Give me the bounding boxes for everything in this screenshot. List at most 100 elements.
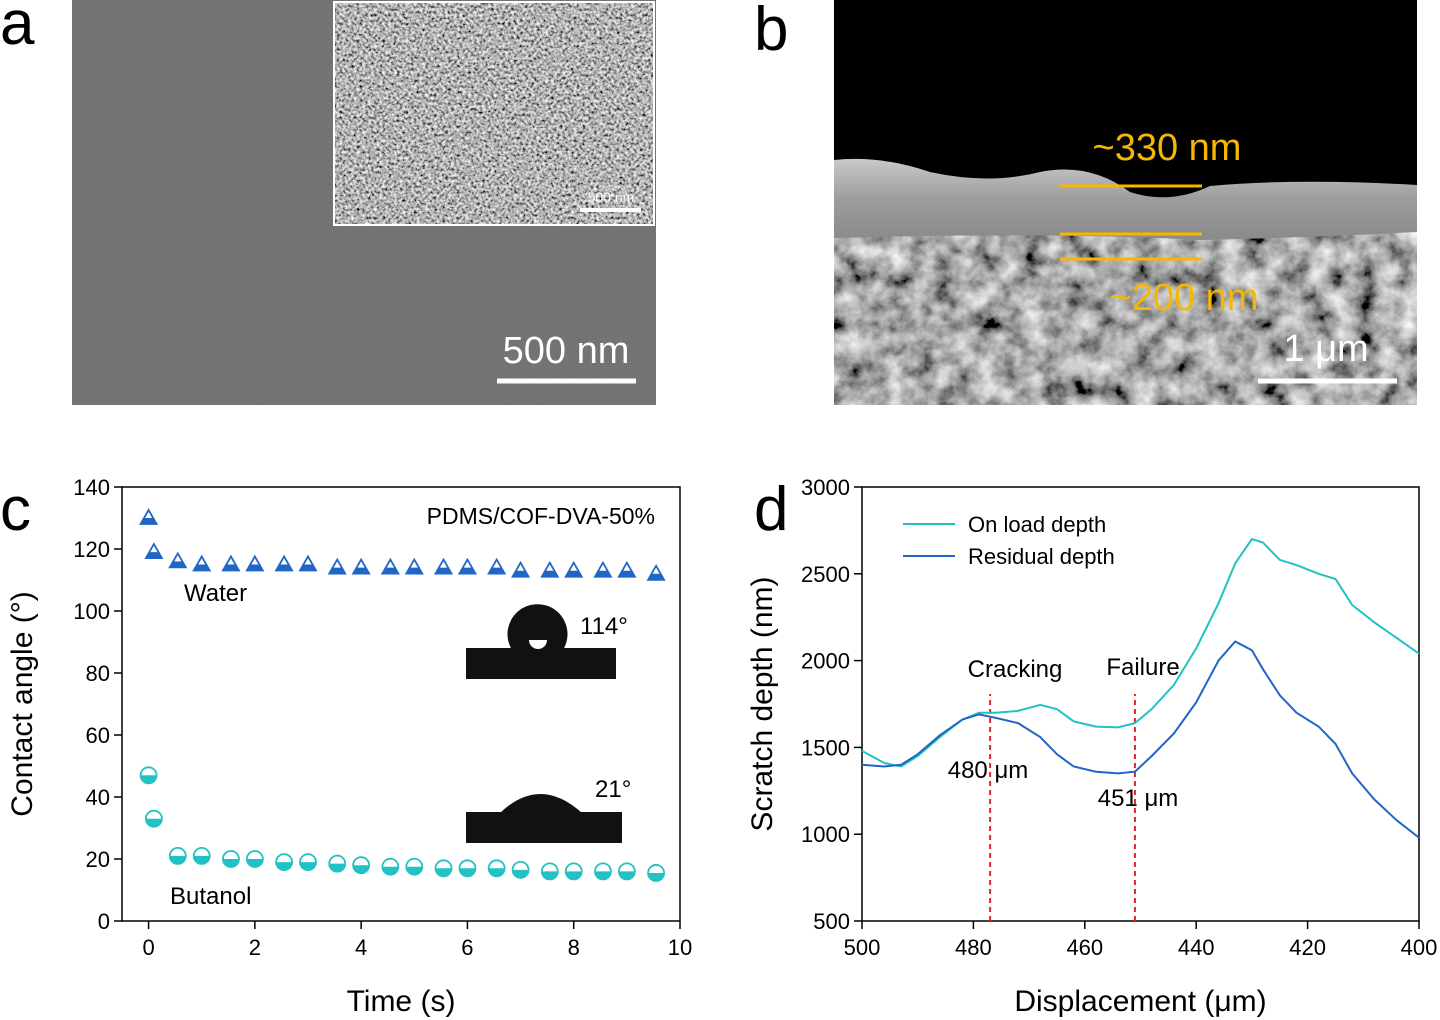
chart: 500 1000 1500 2000 2500 3000 500 480 460 440 420 40…	[746, 475, 1437, 1018]
inset-scale-label: 500 nm	[588, 189, 635, 205]
marker-outline	[139, 766, 158, 785]
marker-outline	[351, 557, 371, 575]
annotation: PDMS/COF-DVA-50%	[427, 503, 655, 529]
data-point	[564, 862, 583, 881]
x-tick-label: 10	[668, 935, 692, 960]
data-point	[540, 560, 560, 578]
x-axis-label: Displacement (μm)	[1014, 985, 1266, 1018]
y-tick-label: 1500	[801, 735, 850, 760]
x-tick-label: 6	[461, 935, 473, 960]
x-tick-label: 480	[955, 935, 992, 960]
data-point	[351, 557, 371, 575]
annotation: 480 μm	[948, 757, 1029, 784]
marker-outline	[328, 854, 347, 873]
marker-outline	[192, 554, 212, 572]
marker-outline	[380, 557, 400, 575]
marker-fill	[140, 518, 157, 524]
marker-outline	[352, 856, 371, 875]
marker-outline	[647, 864, 665, 882]
data-point	[511, 560, 531, 578]
annotation: Failure	[1106, 654, 1179, 681]
x-tick-label: 460	[1066, 935, 1103, 960]
marker-outline	[144, 809, 163, 828]
marker-outline	[275, 853, 293, 871]
panel-label: b	[754, 0, 788, 64]
data-point	[221, 554, 241, 572]
marker-outline	[299, 853, 317, 871]
data-point	[433, 557, 454, 575]
data-point	[564, 560, 584, 578]
marker-fill	[406, 567, 423, 574]
annotation: Cracking	[968, 656, 1063, 683]
data-point	[405, 857, 424, 876]
marker-fill	[541, 570, 558, 577]
y-tick-label: 500	[813, 909, 850, 934]
data-point	[487, 859, 506, 878]
marker-outline	[511, 560, 531, 578]
scale-label: 500 nm	[503, 330, 630, 372]
marker-outline	[245, 554, 265, 572]
marker-outline	[540, 560, 560, 578]
marker-outline	[168, 847, 187, 865]
marker-outline	[564, 862, 583, 881]
panel-a: 500 nm 500 nm a	[0, 0, 656, 405]
annotation: 21°	[595, 776, 631, 803]
y-tick-label: 40	[86, 785, 110, 810]
marker-fill	[435, 567, 452, 574]
droplet-photos	[466, 604, 622, 843]
marker-outline	[192, 847, 211, 865]
marker-outline	[458, 859, 477, 878]
data-point	[434, 859, 453, 878]
marker-fill	[459, 567, 476, 574]
data-point	[404, 557, 424, 575]
data-point	[457, 557, 477, 575]
data-point	[327, 557, 347, 575]
x-tick-label: 0	[142, 935, 154, 960]
marker-outline	[434, 859, 453, 878]
y-tick-label: 2000	[801, 649, 850, 674]
data-point	[299, 853, 317, 871]
annotation: 114°	[580, 613, 628, 640]
y-axis-label: Scratch depth (nm)	[746, 576, 779, 831]
marker-fill	[512, 570, 529, 577]
x-tick-label: 400	[1401, 935, 1438, 960]
marker-outline	[593, 560, 613, 578]
series-label: Butanol	[170, 883, 251, 910]
y-tick-label: 1000	[801, 822, 850, 847]
marker-outline	[168, 551, 188, 569]
data-point	[540, 862, 559, 881]
marker-fill	[353, 567, 370, 574]
data-point	[487, 557, 507, 575]
droplet-base	[466, 648, 616, 679]
panel-label: d	[754, 475, 788, 544]
data-point	[594, 862, 612, 881]
droplet-base	[466, 812, 622, 843]
data-point	[168, 847, 187, 865]
x-tick-label: 2	[249, 935, 261, 960]
marker-outline	[594, 862, 612, 881]
data-point	[222, 850, 240, 868]
marker-fill	[300, 564, 316, 571]
y-tick-label: 3000	[801, 475, 850, 500]
panel-label: c	[0, 475, 31, 544]
data-point	[617, 862, 636, 881]
data-point	[328, 854, 347, 873]
marker-outline	[487, 859, 506, 878]
x-tick-label: 420	[1289, 935, 1326, 960]
droplet-reflection	[529, 640, 547, 649]
chart: 0 20 40 60 80 100 120 140 0 2 4 6 8 10 Time (s) Contact…	[0, 475, 692, 1018]
marker-fill	[618, 570, 635, 577]
y-tick-label: 140	[73, 475, 110, 500]
data-point	[139, 508, 159, 525]
y-tick-label: 60	[86, 723, 110, 748]
data-point	[647, 864, 665, 882]
data-point	[245, 850, 264, 868]
x-tick-label: 440	[1178, 935, 1215, 960]
inset-image	[334, 2, 654, 225]
droplet	[500, 794, 582, 813]
y-axis-label: Contact angle (°)	[6, 591, 39, 816]
legend-label: Residual depth	[968, 544, 1115, 569]
marker-fill	[246, 564, 263, 571]
marker-outline	[617, 560, 637, 578]
